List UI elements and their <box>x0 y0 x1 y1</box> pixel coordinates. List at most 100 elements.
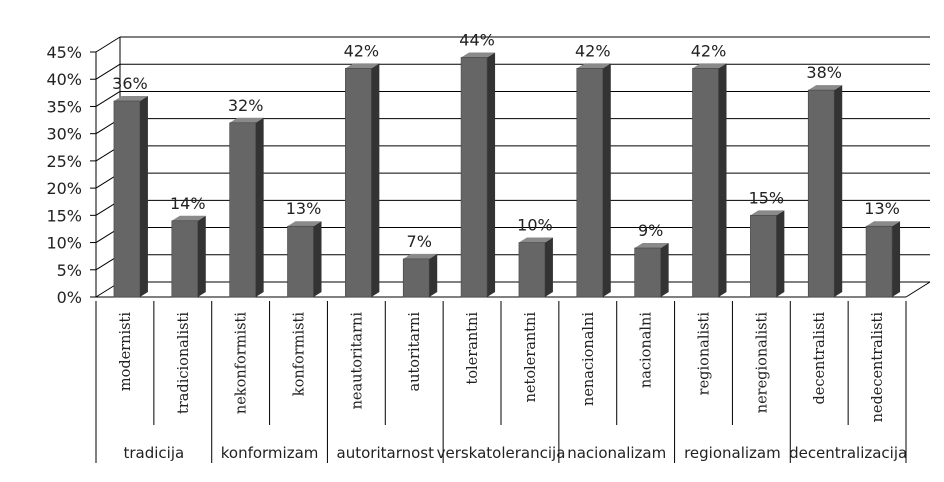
bar <box>634 243 669 298</box>
data-label: 38% <box>806 63 842 82</box>
category-label: nedecentralisti <box>870 312 886 423</box>
bar-front <box>750 215 777 298</box>
bar-side <box>776 210 785 297</box>
bar-top <box>345 63 380 69</box>
bars <box>113 52 901 298</box>
bar-top <box>518 237 553 243</box>
data-labels: 36% 14% 32% 13% 42% 7% 44% 10% 42% 9% 42% 15% 38% 13% <box>112 30 900 250</box>
category-label: regionalisti <box>697 312 713 396</box>
bar <box>460 52 496 298</box>
bar-top <box>692 63 727 69</box>
bar-front <box>287 225 314 298</box>
category-table: modernisti tradicionalisti nekonformisti ko… <box>95 301 907 463</box>
data-label: 42% <box>344 41 380 60</box>
y-tick-label: 10% <box>46 234 82 253</box>
bar-side <box>892 221 901 297</box>
category-label: nekonformisti <box>234 312 250 414</box>
y-tick-label: 5% <box>57 261 82 280</box>
bar-top <box>634 243 669 248</box>
data-label: 32% <box>228 96 264 115</box>
category-label: neautoritarni <box>349 312 365 410</box>
y-tick-label: 40% <box>46 70 82 89</box>
bar-top <box>287 221 322 227</box>
data-label: 9% <box>638 221 663 240</box>
y-tick-label: 25% <box>46 152 82 171</box>
category-label: nacionalni <box>639 312 655 388</box>
group-label: autoritarnost <box>337 444 435 462</box>
data-label: 14% <box>170 194 206 213</box>
bar-front <box>692 68 719 298</box>
data-label: 36% <box>112 74 148 93</box>
bar <box>518 237 553 298</box>
bar <box>113 96 148 298</box>
category-label: decentralisti <box>812 312 828 405</box>
bar-top <box>461 52 496 58</box>
gridline-depth <box>95 36 121 53</box>
data-label: 44% <box>459 30 495 49</box>
bar <box>345 63 380 298</box>
data-label: 10% <box>517 216 553 235</box>
bar-top <box>403 253 438 259</box>
y-axis: 0% 5% 10% 15% 20% 25% 30% 35% 40% 45% <box>46 43 96 307</box>
bar-top <box>808 85 843 91</box>
y-tick-label: 35% <box>46 97 82 116</box>
group-label: nacionalizam <box>567 444 666 462</box>
group-label: tradicija <box>124 444 185 462</box>
bar-side <box>139 96 148 297</box>
y-tick-label: 30% <box>46 125 82 144</box>
gridline-depth <box>95 63 121 80</box>
bar-side <box>834 85 843 297</box>
y-tick-label: 0% <box>57 288 82 307</box>
y-tick-label: 20% <box>46 179 82 198</box>
bar-side <box>602 63 611 298</box>
bar-side <box>429 253 438 297</box>
y-tick-label: 15% <box>46 206 82 225</box>
bar-front <box>113 100 141 298</box>
category-label: konformisti <box>292 312 308 397</box>
bar-front <box>460 57 488 298</box>
bar-side <box>313 221 322 297</box>
data-label: 13% <box>864 199 900 218</box>
category-label: autoritarni <box>407 312 423 392</box>
bar <box>865 221 901 298</box>
bar <box>171 215 206 298</box>
bar <box>402 253 438 298</box>
gridline-depth <box>95 91 121 107</box>
group-label: konformizam <box>221 444 319 462</box>
group-label: regionalizam <box>684 444 781 462</box>
bar <box>807 85 843 298</box>
data-label: 7% <box>407 232 432 251</box>
gridlines <box>95 36 931 298</box>
bar <box>287 221 322 298</box>
bar <box>229 117 264 298</box>
bar-top <box>750 210 785 216</box>
data-label: 15% <box>749 188 785 207</box>
bar-side <box>660 243 669 297</box>
category-label: netolerantni <box>523 312 539 403</box>
y-tick-label: 45% <box>46 43 82 62</box>
category-label: neregionalisti <box>754 312 770 414</box>
floor-right-edge <box>905 281 931 298</box>
category-label: tolerantni <box>465 312 481 385</box>
bar-side <box>197 215 206 297</box>
bar-side <box>718 63 727 298</box>
bar-side <box>544 237 553 297</box>
bar <box>576 63 611 298</box>
data-label: 42% <box>575 41 611 60</box>
bar-front <box>865 225 893 298</box>
bar-front <box>518 242 546 298</box>
data-label: 13% <box>286 199 322 218</box>
bar-top <box>576 63 611 69</box>
bar-front <box>345 68 372 298</box>
bar-side <box>487 52 496 297</box>
category-label: tradicionalisti <box>176 312 192 414</box>
bar-side <box>371 63 380 298</box>
bar-front <box>576 68 604 298</box>
bar-front <box>807 89 835 298</box>
group-label: decentralizacija <box>789 444 907 462</box>
bar-front <box>402 258 430 298</box>
bar-front <box>229 122 256 298</box>
bar <box>692 63 727 298</box>
